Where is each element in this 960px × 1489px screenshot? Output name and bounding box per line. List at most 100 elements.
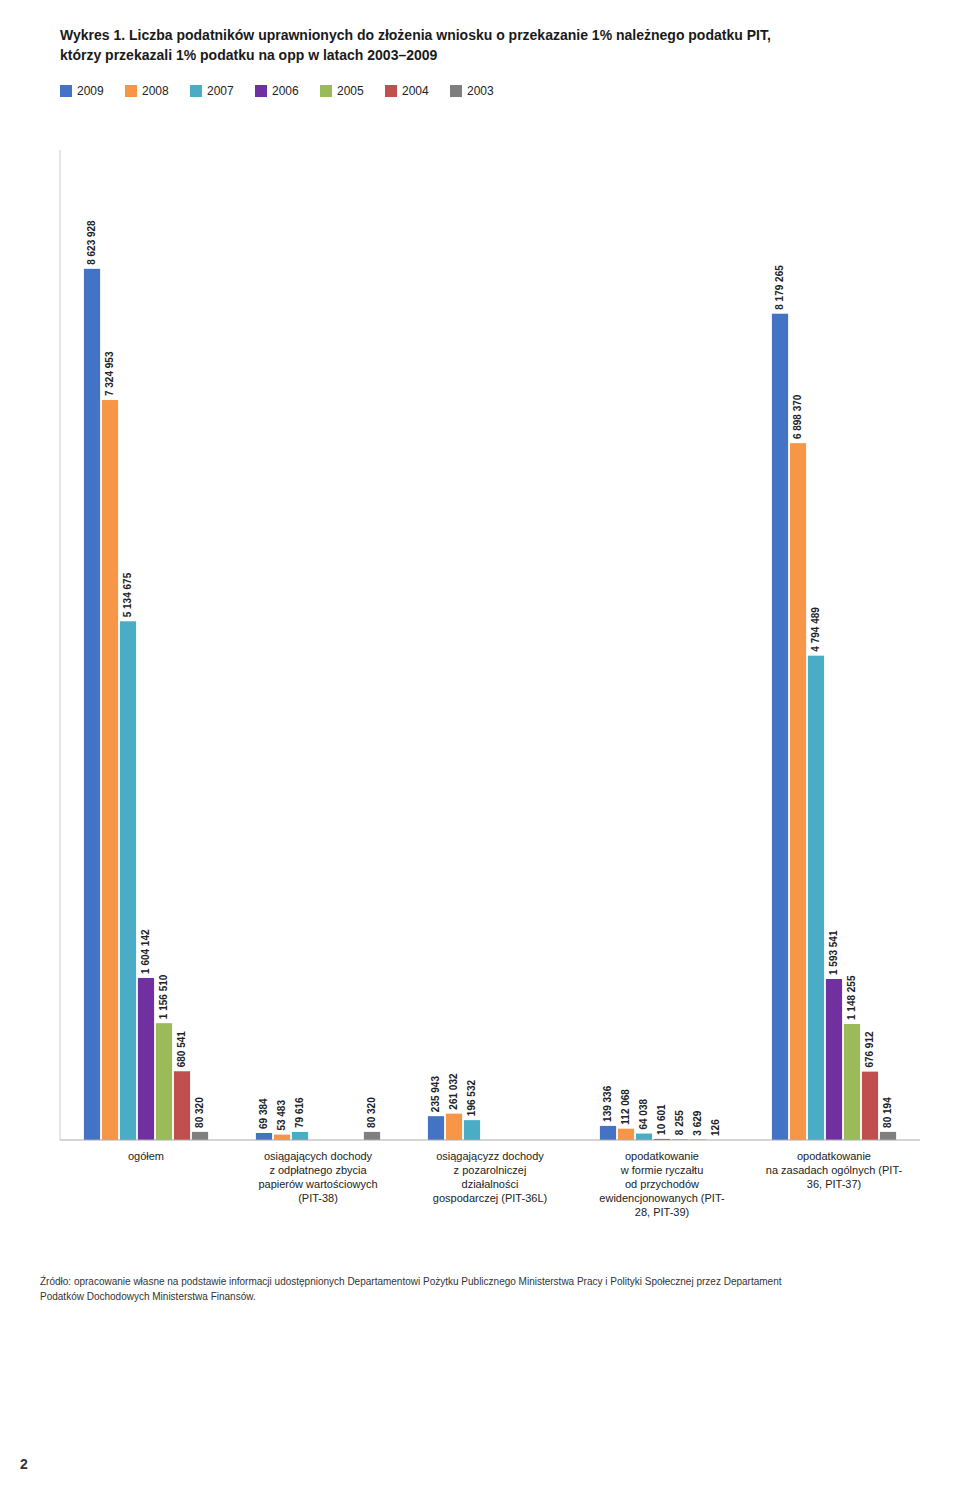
legend-label: 2004 [402, 84, 429, 98]
bar [880, 1132, 896, 1140]
bar [192, 1132, 208, 1140]
legend-swatch [320, 85, 332, 97]
bar [826, 979, 842, 1140]
data-label: 79 616 [294, 1097, 305, 1128]
x-tick-label-line: ogółem [128, 1150, 164, 1162]
chart: Wykres 1. Liczba podatników uprawnionych… [0, 0, 960, 1489]
x-tick-label-line: w formie ryczałtu [620, 1164, 704, 1176]
x-tick-label: osiągającyzz dochody z pozarolniczej dział… [433, 1150, 547, 1204]
legend-label: 2003 [467, 84, 494, 98]
legend-swatch [385, 85, 397, 97]
data-label: 261 032 [448, 1073, 459, 1110]
bar [364, 1132, 380, 1140]
data-label: 80 194 [882, 1097, 893, 1128]
x-tick-label-line: ewidencjonowanych (PIT- [599, 1192, 725, 1204]
legend-swatch [255, 85, 267, 97]
x-tick-label: opodatkowanie w formie ryczałtu od przycho… [599, 1150, 725, 1218]
bar [120, 621, 136, 1140]
data-labels: 8 623 928 69 384 235 943 139 336 8 179 265 7 … [86, 220, 893, 1136]
data-label: 112 068 [620, 1089, 631, 1125]
data-label: 5 134 675 [122, 572, 133, 617]
bar [844, 1024, 860, 1140]
data-label: 1 593 541 [828, 930, 839, 975]
legend-label: 2006 [272, 84, 299, 98]
x-tick-label-line: (PIT-38) [298, 1192, 338, 1204]
x-tick-label-line: opodatkowanie [797, 1150, 871, 1162]
legend-swatch [450, 85, 462, 97]
data-label: 3 629 [692, 1110, 703, 1135]
x-tick-label-line: opodatkowanie [625, 1150, 699, 1162]
legend-label: 2009 [77, 84, 104, 98]
legend-swatch [190, 85, 202, 97]
title-line: Wykres 1. Liczba podatników uprawnionych… [60, 27, 771, 43]
data-label: 676 912 [864, 1031, 875, 1068]
data-label: 64 038 [638, 1099, 649, 1130]
bar [618, 1129, 634, 1140]
annotation: Podatków Dochodowych Ministerstwa Finans… [40, 1291, 256, 1302]
bar [636, 1134, 652, 1140]
bar [138, 978, 154, 1140]
legend-label: 2007 [207, 84, 234, 98]
legend: 2009 2008 2007 2006 2005 2004 2003 [60, 84, 494, 98]
data-label: 8 179 265 [774, 265, 785, 310]
data-label: 7 324 953 [104, 351, 115, 396]
bar [174, 1071, 190, 1140]
x-tick-label-line: na zasadach ogólnych (PIT- [766, 1164, 903, 1176]
bar [428, 1116, 444, 1140]
bar [102, 400, 118, 1140]
data-label: 69 384 [258, 1098, 269, 1129]
x-tick-label-line: z pozarolniczej [454, 1164, 527, 1176]
legend-label: 2005 [337, 84, 364, 98]
x-tick-label-line: papierów wartościowych [258, 1178, 377, 1190]
x-tick-label-line: 28, PIT-39) [635, 1206, 689, 1218]
x-tick-label: opodatkowanie na zasadach ogólnych (PIT- 3… [766, 1150, 903, 1190]
data-label: 8 255 [674, 1110, 685, 1135]
data-label: 10 601 [656, 1104, 667, 1135]
data-label: 80 320 [366, 1097, 377, 1128]
legend-swatch [60, 85, 72, 97]
annotation: 2 [20, 1456, 28, 1472]
x-tick-label-line: działalności [462, 1178, 519, 1190]
bar [84, 269, 100, 1140]
data-label: 1 156 510 [158, 974, 169, 1019]
data-label: 6 898 370 [792, 394, 803, 439]
legend-label: 2008 [142, 84, 169, 98]
data-label: 126 [710, 1119, 721, 1136]
bar [156, 1023, 172, 1140]
bar [808, 656, 824, 1140]
annotation: Źródło: opracowanie własne na podstawie … [40, 1275, 782, 1287]
bar [446, 1114, 462, 1140]
data-label: 53 483 [276, 1100, 287, 1131]
bar [292, 1132, 308, 1140]
data-label: 80 320 [194, 1097, 205, 1128]
bar [256, 1133, 272, 1140]
legend-swatch [125, 85, 137, 97]
x-tick-label-line: gospodarczej (PIT-36L) [433, 1192, 547, 1204]
x-axis-line [60, 1140, 920, 1141]
x-tick-label-line: z odpłatnego zbycia [269, 1164, 367, 1176]
bar [790, 443, 806, 1140]
x-tick-label-line: osiągających dochody [264, 1150, 373, 1162]
data-label: 1 148 255 [846, 975, 857, 1020]
bar [772, 314, 788, 1140]
y-axis-line [60, 150, 61, 1140]
title-line: którzy przekazali 1% podatku na opp w la… [60, 47, 438, 63]
bar [862, 1072, 878, 1140]
data-label: 4 794 489 [810, 607, 821, 652]
x-tick-label: ogółem [128, 1150, 164, 1162]
data-label: 196 532 [466, 1080, 477, 1117]
bar [600, 1126, 616, 1140]
bar [464, 1120, 480, 1140]
bar [274, 1135, 290, 1140]
x-tick-label: osiągających dochody z odpłatnego zbycia p… [258, 1150, 377, 1204]
data-label: 680 541 [176, 1031, 187, 1068]
bars [84, 269, 896, 1140]
x-tick-label-line: od przychodów [625, 1178, 699, 1190]
data-label: 235 943 [430, 1076, 441, 1113]
data-label: 139 336 [602, 1085, 613, 1122]
data-label: 8 623 928 [86, 220, 97, 265]
x-tick-label-line: osiągającyzz dochody [436, 1150, 544, 1162]
x-tick-label-line: 36, PIT-37) [807, 1178, 861, 1190]
data-label: 1 604 142 [140, 929, 151, 974]
title: Wykres 1. Liczba podatników uprawnionych… [60, 27, 771, 63]
